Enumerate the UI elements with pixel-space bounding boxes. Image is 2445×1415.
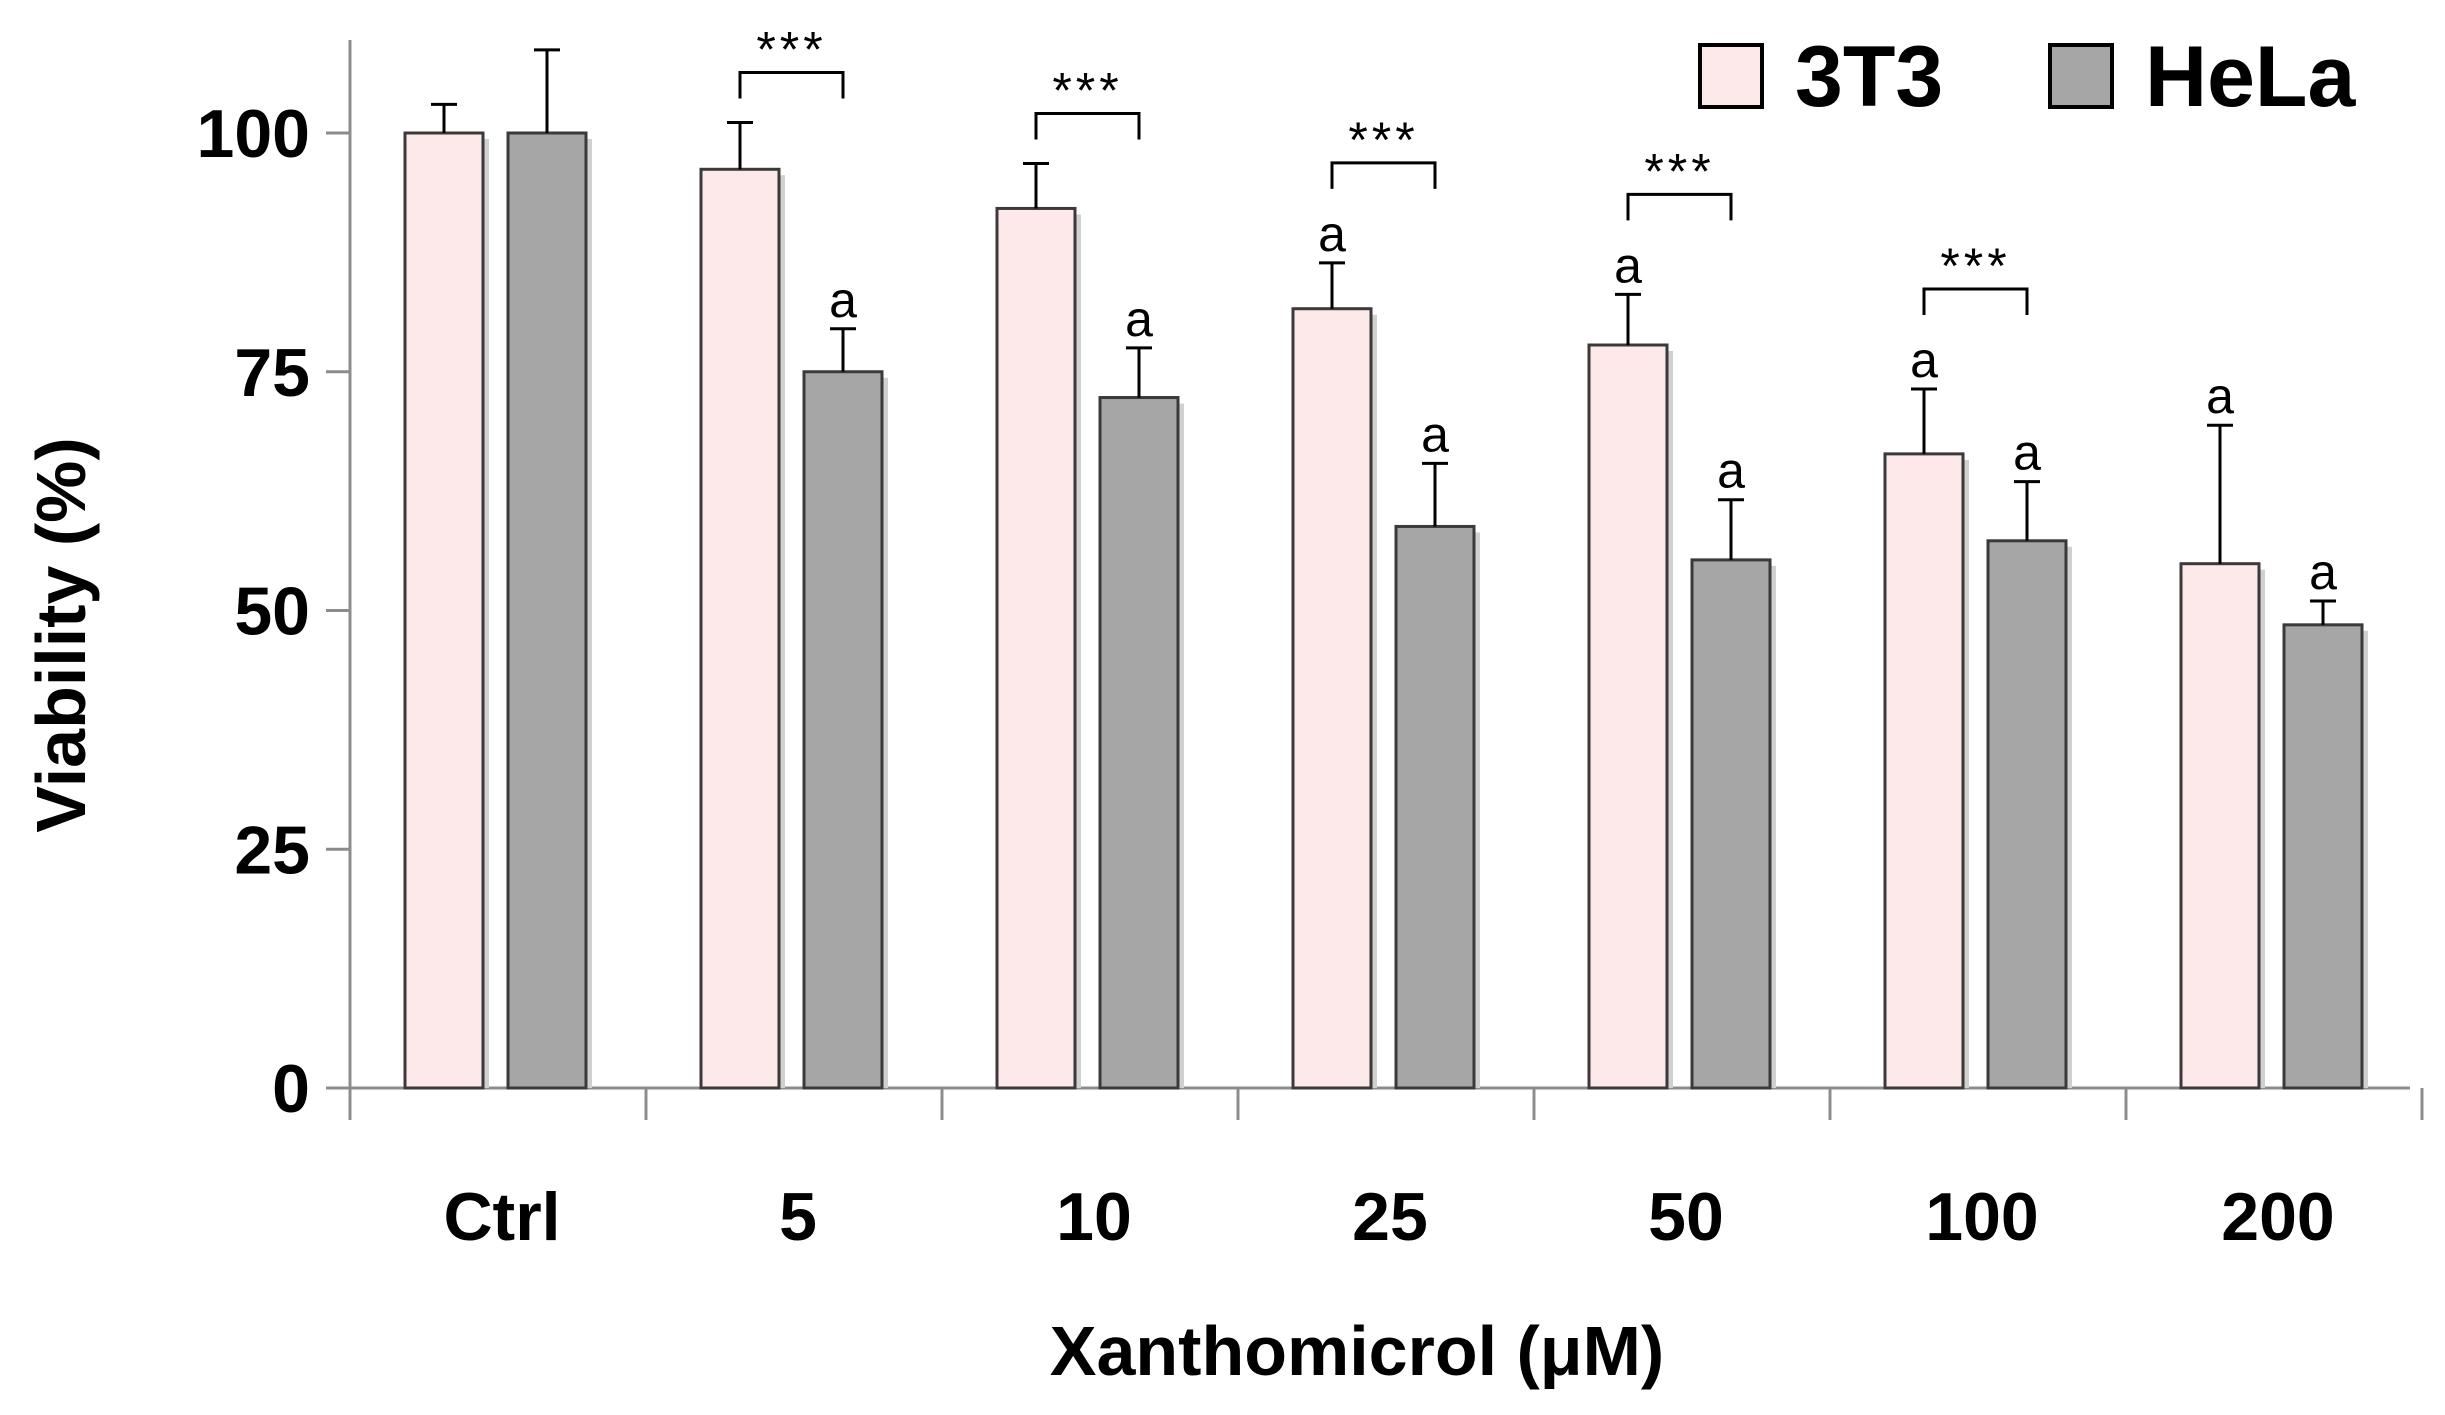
y-axis-title: Viability (%) [22,437,100,832]
bars [403,131,2368,1090]
x-tick-label: 200 [2221,1179,2334,1255]
x-tick-label: Ctrl [443,1179,560,1255]
significance-letter: a [1421,406,1449,462]
bar-hela [1394,524,1476,1090]
legend-swatch-hela [2048,43,2114,109]
y-tick-label: 50 [234,574,310,650]
error-bars [431,48,2336,625]
significance-letter: a [1614,237,1642,293]
y-tick-label: 25 [234,812,310,888]
axes: 0 25 50 75 100 Ctrl 5 10 25 50 100 200 [197,40,2424,1255]
significance-letter: a [829,272,857,328]
bar-3t3 [2179,562,2261,1090]
significance-bracket [1034,112,1141,140]
bar-3t3 [1587,343,1669,1090]
x-tick-label: 25 [1352,1179,1428,1255]
significance-letter: a [1910,332,1938,388]
x-tick-label: 50 [1648,1179,1724,1255]
bar-3t3 [1883,452,1965,1090]
significance-stars: *** [1348,112,1418,168]
bar-hela [1986,539,2068,1090]
significance-bracket [1626,192,1733,221]
significance-letter: a [2309,544,2337,600]
significance-letter: a [1318,206,1346,262]
bar-3t3 [995,206,1077,1090]
significance-stars: *** [1644,143,1714,199]
bar-hela [2282,623,2364,1090]
bar-3t3 [403,131,485,1090]
bar-hela [802,370,884,1090]
legend-label-3t3: 3T3 [1795,29,1943,125]
significance-letter: a [1717,443,1745,499]
y-tick-label: 100 [197,96,310,172]
significance-stars: *** [756,21,826,77]
significance-letter: a [1125,291,1153,347]
legend-swatch-3t3 [1698,43,1764,109]
x-tick-label: 100 [1925,1179,2038,1255]
x-axis-title: Xanthomicrol (μM) [1050,1312,1664,1390]
y-tick-label: 75 [234,335,310,411]
significance-stars: *** [1940,238,2010,294]
bar-3t3 [699,167,781,1090]
significance-letter: a [2013,425,2041,481]
significance-bracket [738,70,845,99]
significance-bracket [1330,161,1437,189]
bar-hela [506,131,588,1090]
legend-label-hela: HeLa [2145,29,2356,125]
x-tick-label: 5 [779,1179,817,1255]
significance-bracket [1922,287,2029,315]
legend: 3T3 HeLa [1698,29,2356,125]
significance-letter: a [2206,368,2234,424]
bar-hela [1690,558,1772,1090]
significance-stars: *** [1052,63,1122,119]
bar-3t3 [1291,307,1373,1090]
bar-hela [1098,396,1180,1090]
x-tick-label: 10 [1056,1179,1132,1255]
y-tick-label: 0 [272,1051,310,1127]
